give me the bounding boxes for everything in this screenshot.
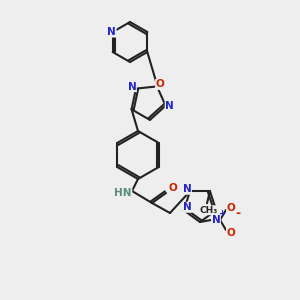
Text: O: O (169, 183, 177, 193)
Text: N: N (107, 27, 116, 37)
Text: N: N (183, 184, 191, 194)
Text: O: O (156, 80, 164, 89)
Text: HN: HN (114, 188, 132, 198)
Text: O: O (226, 228, 236, 238)
Text: N: N (212, 215, 220, 225)
Text: CH₃: CH₃ (200, 206, 218, 215)
Text: -: - (236, 208, 241, 220)
Text: N: N (128, 82, 136, 92)
Text: O: O (226, 203, 236, 213)
Text: N: N (184, 202, 192, 212)
Text: +: + (218, 209, 226, 218)
Text: N: N (165, 101, 174, 111)
